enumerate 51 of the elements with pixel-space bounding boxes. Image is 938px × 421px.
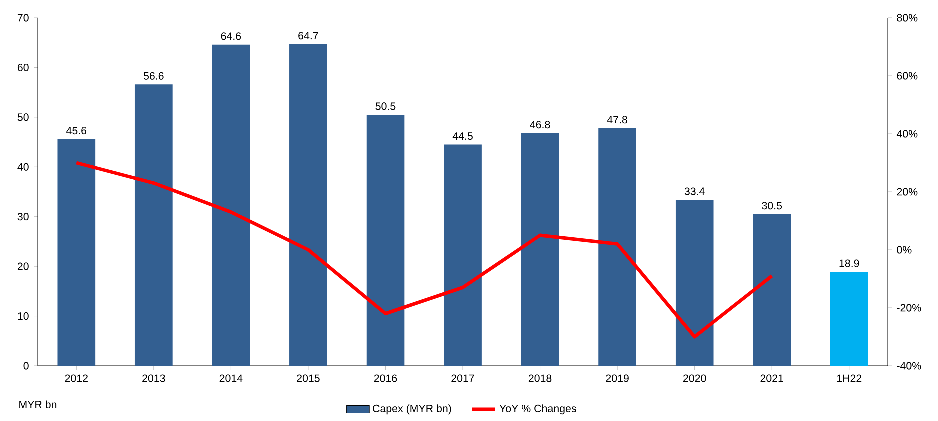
data-label: 18.9 <box>840 260 860 268</box>
legend-label: Capex (MYR bn) <box>373 404 452 415</box>
data-label: 64.7 <box>298 32 318 40</box>
data-label: 45.6 <box>66 127 87 135</box>
data-label: 64.6 <box>221 32 242 40</box>
bar <box>134 84 173 366</box>
y2-tick-label: 0% <box>897 246 912 254</box>
x-tick-label: 2012 <box>65 374 88 382</box>
x-tick-label: 2017 <box>452 374 474 382</box>
x-tick-label: 2020 <box>684 374 706 382</box>
y-tick-label: 0 <box>24 362 29 370</box>
x-tick-label: 2014 <box>220 374 243 382</box>
y-tick-label: 10 <box>18 312 29 320</box>
legend-label: YoY % Changes <box>500 404 576 415</box>
bar <box>830 272 868 366</box>
y-tick-label: 40 <box>18 163 29 171</box>
data-label: 46.8 <box>530 121 550 129</box>
y-tick-label: 30 <box>18 213 29 221</box>
bar <box>366 114 405 366</box>
y2-tick-label: -20% <box>897 304 922 312</box>
y2-tick-label: -40% <box>897 362 922 370</box>
x-tick-label: 1H22 <box>837 374 862 382</box>
data-label: 33.4 <box>684 188 705 196</box>
bar <box>290 44 328 366</box>
y2-tick-label: 20% <box>897 188 918 196</box>
x-tick-label: 2021 <box>760 374 784 382</box>
y-tick-label: 50 <box>18 114 29 122</box>
x-tick-label: 2015 <box>297 374 320 382</box>
data-label: 50.5 <box>376 102 396 110</box>
bar <box>212 44 250 366</box>
y2-tick-label: 80% <box>897 14 918 22</box>
bar <box>444 144 482 366</box>
x-tick-label: 2019 <box>606 374 629 382</box>
y-tick-label: 20 <box>18 262 29 270</box>
data-label: 56.6 <box>144 72 164 80</box>
x-tick-label: 2016 <box>374 374 398 382</box>
data-label: 44.5 <box>452 132 473 140</box>
data-label: 47.8 <box>607 116 628 124</box>
x-tick-label: 2013 <box>142 374 166 382</box>
y2-tick-label: 60% <box>897 72 918 80</box>
bar <box>598 128 636 366</box>
text: MYR bn <box>20 400 57 409</box>
bar <box>753 214 792 366</box>
y2-tick-label: 40% <box>896 130 918 138</box>
y-tick-label: 70 <box>18 14 29 22</box>
bar <box>58 139 96 366</box>
bar <box>521 133 560 366</box>
x-tick-label: 2018 <box>528 374 552 382</box>
bar <box>676 200 714 366</box>
data-label: 30.5 <box>762 202 782 210</box>
y-tick-label: 60 <box>18 64 29 72</box>
